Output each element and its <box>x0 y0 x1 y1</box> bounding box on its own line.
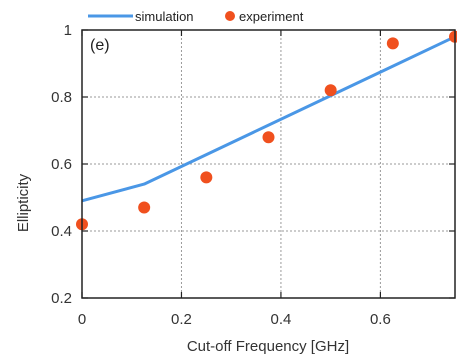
data-point-experiment <box>138 201 151 214</box>
legend-simulation-label: simulation <box>135 9 194 24</box>
y-axis-ticks: 0.2 0.4 0.6 0.8 1 <box>51 22 455 307</box>
x-tick-label: 0.2 <box>171 311 192 328</box>
y-tick-label: 1 <box>64 22 72 39</box>
y-tick-label: 0.8 <box>51 89 72 106</box>
y-tick-label: 0.6 <box>51 156 72 173</box>
x-tick-label: 0.4 <box>271 311 292 328</box>
data-point-experiment <box>386 37 399 50</box>
x-tick-label: 0 <box>78 311 86 328</box>
grid-lines <box>82 30 455 298</box>
legend-experiment-marker <box>225 11 235 21</box>
legend: simulation experiment <box>88 9 304 24</box>
y-tick-label: 0.4 <box>51 223 72 240</box>
data-point-experiment <box>324 84 337 97</box>
y-axis-title: Ellipticity <box>15 173 32 232</box>
panel-label: (e) <box>90 37 110 54</box>
series-line-simulation <box>81 35 456 203</box>
y-tick-label: 0.2 <box>51 290 72 307</box>
data-point-experiment <box>200 171 213 184</box>
x-axis-ticks: 0 0.2 0.4 0.6 <box>78 30 391 328</box>
data-point-experiment <box>449 30 457 43</box>
legend-experiment-label: experiment <box>239 9 304 24</box>
data-point-experiment <box>262 131 275 144</box>
x-axis-title: Cut-off Frequency [GHz] <box>187 338 349 355</box>
x-tick-label: 0.6 <box>370 311 391 328</box>
series-layer <box>76 30 457 231</box>
